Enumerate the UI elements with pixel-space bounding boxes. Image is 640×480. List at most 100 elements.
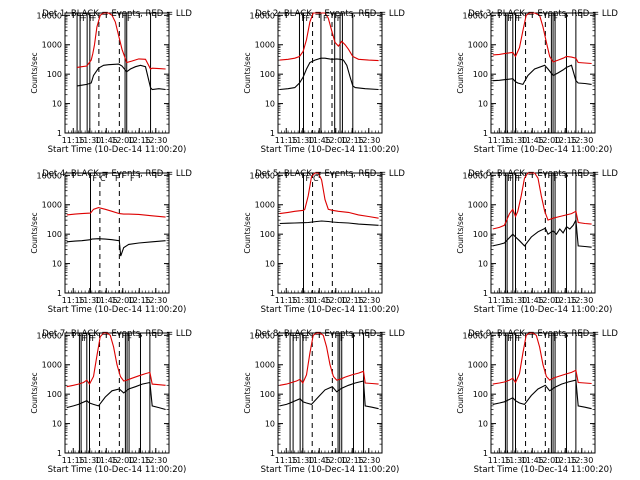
panel-det-3: 1 10 100 1000 10000 11:1511:3011:4512:0012:15…: [456, 9, 618, 155]
x-tick-label: 12:15: [341, 136, 364, 145]
y-tick-label: 10: [265, 260, 275, 269]
flag-label: F: [507, 174, 512, 183]
x-axis-label: Start Time (10-Dec-14 11:00:20): [48, 305, 187, 315]
y-tick-label: 100: [260, 390, 275, 399]
flag-label: F: [127, 14, 132, 23]
lld-series-line: [279, 172, 379, 219]
y-tick-label: 10000: [250, 11, 275, 20]
plot-frame: [490, 12, 596, 134]
y-tick-label: 1000: [468, 41, 488, 50]
x-axis-label: Start Time (10-Dec-14 11:00:20): [48, 145, 187, 155]
y-tick-label: 10: [265, 420, 275, 429]
flag-label: F: [92, 174, 97, 183]
x-tick-label: 12:30: [144, 456, 167, 465]
y-tick-label: 100: [260, 70, 275, 79]
lld-series-line: [77, 12, 166, 70]
x-tick-label: 11:45: [521, 136, 544, 145]
x-axis-label: Start Time (10-Dec-14 11:00:20): [261, 465, 400, 475]
y-tick-label: 1: [270, 129, 275, 138]
y-tick-label: 10000: [37, 171, 62, 180]
flag-label: F: [83, 334, 88, 343]
y-tick-label: 100: [473, 70, 488, 79]
events-series-line: [66, 381, 166, 411]
flag-label: F: [509, 334, 514, 343]
y-tick-label: 10000: [463, 331, 488, 340]
events-series-line: [66, 238, 166, 257]
flag-label: F: [127, 334, 132, 343]
x-tick-label: 11:45: [95, 136, 118, 145]
flag-label: F: [517, 14, 522, 23]
flag-label: F: [81, 334, 86, 343]
y-tick-label: 10000: [250, 171, 275, 180]
plot-frame: [277, 12, 383, 134]
panel-title: Det 2: BLACK = Events, RED = LLD: [255, 9, 405, 19]
y-axis-label: Counts/sec: [243, 372, 252, 413]
panel-title: Det 5: BLACK = Events, RED = LLD: [255, 169, 405, 179]
y-tick-label: 10: [265, 100, 275, 109]
x-tick-label: 12:30: [357, 136, 380, 145]
x-tick-label: 12:30: [570, 296, 593, 305]
y-tick-label: 10: [52, 260, 62, 269]
x-axis-label: Start Time (10-Dec-14 11:00:20): [474, 465, 613, 475]
y-tick-label: 1000: [468, 361, 488, 370]
y-tick-label: 10: [478, 260, 488, 269]
panel-det-1: 1 10 100 1000 10000 11:1511:3011:4512:0012:15…: [30, 9, 192, 155]
x-tick-label: 11:45: [95, 456, 118, 465]
x-tick-label: 11:30: [291, 136, 314, 145]
x-tick-label: 11:30: [291, 296, 314, 305]
y-axis-label: Counts/sec: [30, 212, 39, 253]
x-tick-label: 11:15: [62, 136, 85, 145]
y-tick-label: 10: [52, 420, 62, 429]
lld-series-line: [492, 12, 592, 65]
y-tick-label: 10000: [37, 331, 62, 340]
flag-label: F: [553, 174, 558, 183]
x-axis-label: Start Time (10-Dec-14 11:00:20): [474, 305, 613, 315]
x-tick-label: 11:30: [78, 296, 101, 305]
flag-label: F: [115, 174, 120, 183]
y-tick-label: 10000: [250, 331, 275, 340]
y-tick-label: 1000: [42, 201, 62, 210]
y-tick-label: 100: [47, 390, 62, 399]
y-axis-label: Counts/sec: [243, 212, 252, 253]
plot-frame: [277, 172, 383, 294]
x-tick-label: 12:15: [128, 456, 151, 465]
flag-label: C: [100, 174, 106, 183]
flag-label: C: [313, 174, 319, 183]
x-tick-label: 12:15: [128, 136, 151, 145]
panel-det-9: 1 10 100 1000 10000 11:1511:3011:4512:0012:15…: [456, 329, 618, 475]
x-tick-label: 11:45: [308, 456, 331, 465]
lld-series-line: [279, 332, 379, 386]
x-tick-label: 11:30: [504, 296, 527, 305]
y-axis-label: Counts/sec: [30, 52, 39, 93]
flag-label: F: [509, 174, 514, 183]
x-tick-label: 12:15: [554, 296, 577, 305]
flag-label: F: [515, 14, 520, 23]
panel-det-2: 1 10 100 1000 10000 11:1511:3011:4512:0012:15…: [243, 9, 405, 155]
x-tick-label: 12:30: [144, 296, 167, 305]
events-series-line: [492, 64, 592, 86]
flag-label: F: [337, 14, 342, 23]
flag-label: F: [89, 334, 94, 343]
x-tick-label: 12:30: [144, 136, 167, 145]
y-tick-label: 10: [478, 420, 488, 429]
y-tick-label: 100: [473, 230, 488, 239]
flag-label: F: [509, 14, 514, 23]
y-tick-label: 1000: [255, 201, 275, 210]
flag-label: F: [517, 334, 522, 343]
plot-frame: [64, 332, 170, 454]
panel-title: Det 6: BLACK = Events, RED = LLD: [468, 169, 618, 179]
panel-title: Det 1: BLACK = Events, RED = LLD: [42, 9, 192, 19]
y-tick-label: 1000: [42, 361, 62, 370]
x-tick-label: 11:30: [504, 456, 527, 465]
y-tick-label: 1: [483, 449, 488, 458]
panel-title: Det 9: BLACK = Events, RED = LLD: [468, 329, 618, 339]
x-tick-label: 12:00: [324, 296, 347, 305]
x-tick-label: 11:15: [62, 296, 85, 305]
y-tick-label: 1000: [255, 361, 275, 370]
flag-label: F: [517, 174, 522, 183]
events-series-line: [77, 63, 166, 91]
x-tick-label: 12:00: [537, 296, 560, 305]
panel-det-6: 1 10 100 1000 10000 11:1511:3011:4512:0012:15…: [456, 169, 618, 315]
x-axis-label: Start Time (10-Dec-14 11:00:20): [48, 465, 187, 475]
